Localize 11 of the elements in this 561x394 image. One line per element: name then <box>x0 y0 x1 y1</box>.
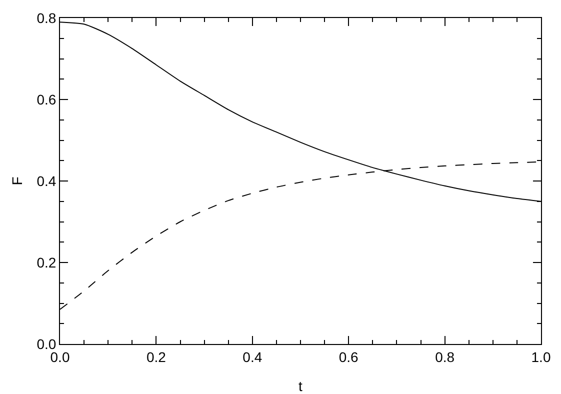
x-axis-title: t <box>298 378 303 394</box>
x-tick-label: 0.8 <box>435 348 455 365</box>
y-axis-title: F <box>9 176 25 186</box>
x-tick-label: 0.4 <box>242 348 262 365</box>
x-tick-label: 0.2 <box>146 348 166 365</box>
y-tick-label: 0.8 <box>36 10 56 26</box>
y-tick-label: 0.6 <box>36 91 56 108</box>
y-tick-label: 0.4 <box>36 172 56 189</box>
y-tick-label: 0.2 <box>36 254 56 270</box>
x-tick-label: 0.6 <box>338 348 359 365</box>
x-tick-label: 1.0 <box>531 348 551 365</box>
